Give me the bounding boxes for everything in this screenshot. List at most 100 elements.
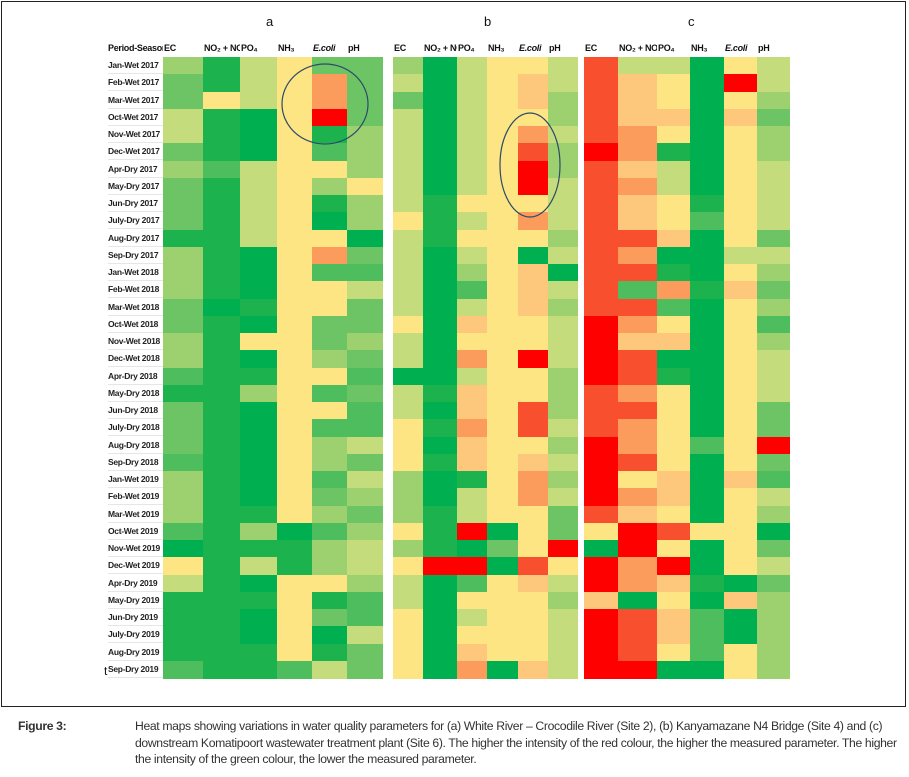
heatmap-cell	[457, 57, 487, 75]
heatmap-cell	[312, 660, 347, 679]
heatmap-cell	[487, 557, 518, 576]
row-label: Mar-Wet 2019	[108, 506, 163, 523]
heatmap-cell	[657, 384, 690, 403]
heatmap-cell	[618, 333, 657, 351]
heatmap-cell	[457, 246, 487, 265]
heatmap-cell	[618, 195, 657, 213]
heatmap-cell	[657, 160, 690, 179]
heatmap-cell	[487, 436, 518, 455]
heatmap-cell	[584, 402, 618, 420]
heatmap-cell	[423, 488, 457, 507]
heatmap-cell	[584, 229, 618, 248]
heatmap-cell	[347, 264, 383, 282]
heatmap-cell	[584, 298, 618, 317]
heatmap-cell	[393, 453, 423, 472]
heatmap-cell	[240, 229, 277, 248]
heatmap-cell	[757, 57, 790, 75]
heatmap-cell	[584, 540, 618, 558]
heatmap-cell	[584, 591, 618, 610]
heatmap-cell	[163, 264, 203, 282]
heatmap-cell	[548, 177, 578, 196]
heatmap-cell	[203, 212, 240, 231]
heatmap-cell	[618, 402, 657, 420]
heatmap-cell	[423, 557, 457, 576]
heatmap-cell	[423, 505, 457, 524]
heatmap-cell	[548, 246, 578, 265]
heatmap-cell	[690, 540, 724, 558]
heatmap-cell	[618, 264, 657, 282]
heatmap-cell	[347, 57, 383, 75]
heatmap-cell	[312, 402, 347, 420]
heatmap-cell	[548, 91, 578, 110]
heatmap-cell	[657, 436, 690, 455]
heatmap-cell	[240, 471, 277, 489]
heatmap-cell	[163, 471, 203, 489]
heatmap-cell	[312, 177, 347, 196]
heatmap-cell	[347, 505, 383, 524]
heatmap-cell	[240, 384, 277, 403]
heatmap-cell	[457, 143, 487, 162]
heatmap-cell	[203, 126, 240, 144]
heatmap-cell	[518, 91, 548, 110]
heatmap-cell	[240, 453, 277, 472]
figure-frame	[1, 1, 906, 707]
heatmap-cell	[618, 471, 657, 489]
heatmap-cell	[203, 160, 240, 179]
heatmap-cell	[548, 436, 578, 455]
heatmap-cell	[690, 333, 724, 351]
heatmap-cell	[584, 177, 618, 196]
heatmap-cell	[724, 177, 757, 196]
heatmap-cell	[757, 384, 790, 403]
heatmap-cell	[487, 298, 518, 317]
heatmap-cell	[618, 384, 657, 403]
heatmap-cell	[690, 436, 724, 455]
heatmap-cell	[312, 643, 347, 662]
heatmap-cell	[518, 281, 548, 300]
heatmap-cell	[757, 505, 790, 524]
heatmap-cell	[690, 367, 724, 386]
heatmap-cell	[312, 160, 347, 179]
heatmap-cell	[312, 229, 347, 248]
heatmap-cell	[548, 574, 578, 593]
heatmap-cell	[347, 626, 383, 645]
heatmap-cell	[457, 315, 487, 334]
heatmap-cell	[393, 540, 423, 558]
column-header: PO₄	[658, 43, 675, 53]
column-header: EC	[394, 43, 406, 53]
heatmap-cell	[393, 471, 423, 489]
heatmap-cell	[347, 126, 383, 144]
heatmap-cell	[548, 522, 578, 541]
heatmap-cell	[457, 229, 487, 248]
heatmap-cell	[584, 488, 618, 507]
heatmap-cell	[657, 367, 690, 386]
heatmap-cell	[163, 591, 203, 610]
heatmap-cell	[163, 626, 203, 645]
heatmap-cell	[347, 350, 383, 369]
heatmap-cell	[347, 246, 383, 265]
heatmap-cell	[548, 298, 578, 317]
heatmap-cell	[657, 557, 690, 576]
heatmap-cell	[657, 643, 690, 662]
heatmap-cell	[724, 505, 757, 524]
heatmap-cell	[393, 108, 423, 127]
heatmap-cell	[203, 557, 240, 576]
heatmap-cell	[757, 91, 790, 110]
heatmap-cell	[163, 609, 203, 627]
heatmap-cell	[584, 471, 618, 489]
heatmap-cell	[487, 660, 518, 679]
heatmap-cell	[618, 315, 657, 334]
heatmap-cell	[518, 488, 548, 507]
heatmap-cell	[240, 281, 277, 300]
heatmap-cell	[347, 591, 383, 610]
heatmap-cell	[618, 108, 657, 127]
heatmap-cell	[457, 333, 487, 351]
heatmap-cell	[657, 522, 690, 541]
heatmap-cell	[690, 126, 724, 144]
heatmap-cell	[584, 246, 618, 265]
heatmap-cell	[657, 108, 690, 127]
column-header: NO₂ + NO₃	[204, 43, 240, 53]
heatmap-cell	[757, 74, 790, 93]
heatmap-cell	[584, 384, 618, 403]
heatmap-cell	[457, 177, 487, 196]
heatmap-cell	[347, 333, 383, 351]
